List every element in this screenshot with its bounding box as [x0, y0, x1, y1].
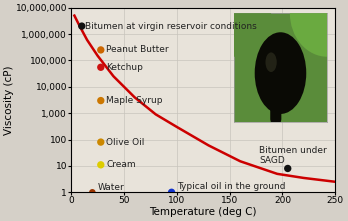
Text: Olive Oil: Olive Oil — [106, 138, 144, 147]
X-axis label: Temperature (deg C): Temperature (deg C) — [150, 207, 257, 217]
Point — [98, 65, 104, 69]
Point — [98, 99, 104, 102]
Text: Bitumen under
SAGD: Bitumen under SAGD — [259, 146, 327, 165]
Point — [98, 48, 104, 52]
Point — [98, 140, 104, 144]
Text: Water: Water — [98, 183, 124, 192]
Text: Peanut Butter: Peanut Butter — [106, 46, 169, 54]
Text: Cream: Cream — [106, 160, 136, 169]
Point — [169, 191, 174, 194]
Text: Ketchup: Ketchup — [106, 63, 143, 72]
Point — [98, 163, 104, 167]
Y-axis label: Viscosity (cP): Viscosity (cP) — [4, 65, 14, 135]
Point — [79, 24, 85, 28]
Text: Typical oil in the ground: Typical oil in the ground — [177, 182, 285, 191]
Text: Maple Syrup: Maple Syrup — [106, 96, 163, 105]
Text: Bitumen at virgin reservoir conditions: Bitumen at virgin reservoir conditions — [85, 22, 257, 30]
Point — [89, 191, 95, 194]
Point — [285, 167, 291, 170]
